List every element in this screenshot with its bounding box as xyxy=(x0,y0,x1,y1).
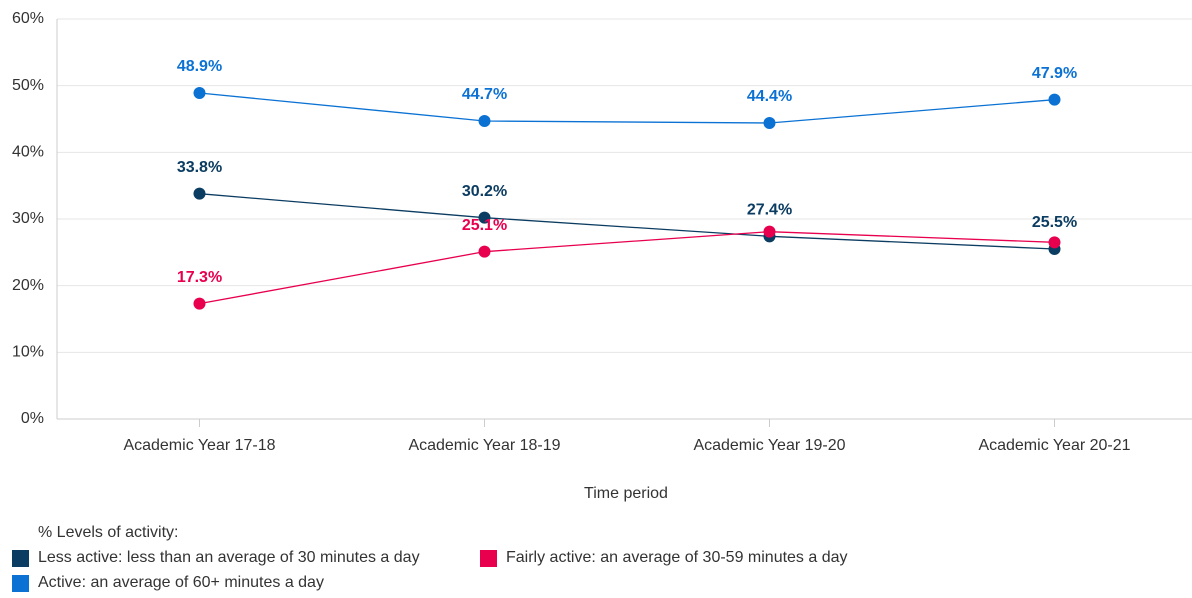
value-label: 44.7% xyxy=(462,86,507,103)
value-label: 47.9% xyxy=(1032,65,1077,82)
x-tick-label: Academic Year 20-21 xyxy=(978,437,1130,454)
y-tick-label: 10% xyxy=(12,344,44,361)
y-tick-label: 0% xyxy=(21,410,44,427)
value-label: 17.3% xyxy=(177,269,222,286)
value-label: 48.9% xyxy=(177,58,222,75)
legend-label: Fairly active: an average of 30-59 minut… xyxy=(506,549,848,566)
legend-swatch xyxy=(12,575,29,592)
y-tick-label: 30% xyxy=(12,210,44,227)
point xyxy=(478,115,491,127)
series-line xyxy=(199,92,1055,124)
point xyxy=(1048,93,1061,106)
point xyxy=(193,297,206,310)
y-tick-label: 20% xyxy=(12,277,44,294)
point xyxy=(193,187,206,200)
legend-label: Less active: less than an average of 30 … xyxy=(38,549,420,566)
series-line xyxy=(199,193,1055,250)
value-label: 30.2% xyxy=(462,183,507,200)
value-label: 33.8% xyxy=(177,159,222,176)
legend-title: % Levels of activity: xyxy=(38,524,179,541)
x-axis-title: Time period xyxy=(584,485,668,502)
x-tick-label: Academic Year 17-18 xyxy=(123,437,275,454)
legend-label: Active: an average of 60+ minutes a day xyxy=(38,574,324,591)
legend-swatch xyxy=(480,550,497,567)
value-label: 27.4% xyxy=(747,202,792,219)
point xyxy=(478,245,491,258)
y-tick-label: 50% xyxy=(12,77,44,94)
point xyxy=(763,225,776,238)
legend-swatch xyxy=(12,550,29,567)
x-tick-label: Academic Year 18-19 xyxy=(408,437,560,454)
y-tick-label: 60% xyxy=(12,10,44,27)
point xyxy=(1048,236,1061,249)
y-tick-label: 40% xyxy=(12,144,44,161)
series-line xyxy=(199,231,1055,305)
value-label: 44.4% xyxy=(747,88,792,105)
x-tick-label: Academic Year 19-20 xyxy=(693,437,845,454)
value-label: 25.1% xyxy=(462,217,507,234)
point xyxy=(478,211,491,224)
point xyxy=(193,87,206,99)
value-label: 25.5% xyxy=(1032,214,1077,231)
point xyxy=(763,117,776,129)
